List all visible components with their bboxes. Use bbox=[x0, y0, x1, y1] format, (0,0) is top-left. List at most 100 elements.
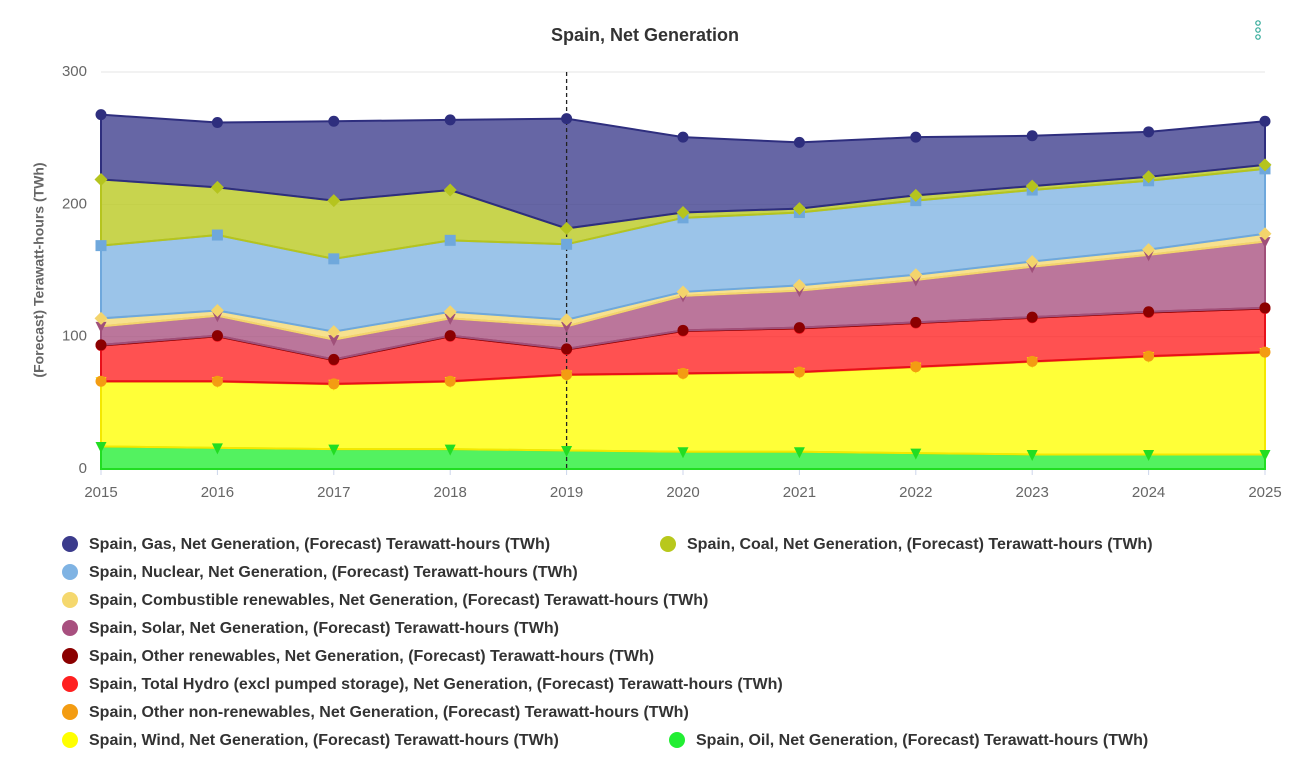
legend-item[interactable]: Spain, Nuclear, Net Generation, (Forecas… bbox=[62, 564, 578, 581]
point-marker bbox=[95, 321, 107, 333]
point-marker bbox=[328, 444, 340, 456]
legend-symbol bbox=[62, 704, 78, 720]
point-marker bbox=[561, 321, 573, 333]
point-marker bbox=[327, 194, 341, 208]
point-marker bbox=[561, 238, 573, 250]
point-marker bbox=[909, 188, 923, 202]
legend-symbol bbox=[62, 676, 78, 692]
point-marker bbox=[95, 109, 107, 121]
point-marker bbox=[676, 285, 690, 299]
point-marker bbox=[560, 221, 574, 235]
y-tick-label: 300 bbox=[62, 63, 87, 80]
point-marker bbox=[1142, 170, 1156, 184]
legend-item[interactable]: Spain, Coal, Net Generation, (Forecast) … bbox=[660, 536, 1153, 553]
x-tick-label: 2015 bbox=[84, 484, 117, 501]
point-marker bbox=[328, 115, 340, 127]
point-marker bbox=[677, 131, 689, 143]
point-marker bbox=[328, 335, 340, 347]
legend-symbol bbox=[62, 592, 78, 608]
point-marker bbox=[444, 444, 456, 456]
menu-dot bbox=[1255, 27, 1261, 33]
point-marker bbox=[211, 330, 223, 342]
point-marker bbox=[328, 378, 340, 390]
point-marker bbox=[793, 366, 805, 378]
point-marker bbox=[1259, 237, 1271, 249]
point-marker bbox=[1143, 449, 1155, 461]
point-marker bbox=[561, 445, 573, 457]
point-marker bbox=[910, 131, 922, 143]
x-tick-label: 2021 bbox=[783, 484, 816, 501]
point-marker bbox=[211, 375, 223, 387]
legend-item[interactable]: Spain, Gas, Net Generation, (Forecast) T… bbox=[62, 536, 550, 553]
point-marker bbox=[443, 305, 457, 319]
point-marker bbox=[1143, 126, 1155, 138]
y-axis-label: (Forecast) Terawatt-hours (TWh) bbox=[31, 162, 47, 377]
point-marker bbox=[210, 303, 224, 317]
point-marker bbox=[94, 311, 108, 325]
x-tick-label: 2025 bbox=[1248, 484, 1281, 501]
point-marker bbox=[444, 114, 456, 126]
legend-item[interactable]: Spain, Wind, Net Generation, (Forecast) … bbox=[62, 732, 559, 749]
legend-symbol bbox=[62, 648, 78, 664]
point-marker bbox=[561, 343, 573, 355]
point-marker bbox=[444, 375, 456, 387]
legend-item[interactable]: Spain, Other non-renewables, Net Generat… bbox=[62, 704, 689, 721]
x-tick-label: 2018 bbox=[434, 484, 467, 501]
point-marker bbox=[910, 448, 922, 460]
point-marker bbox=[1026, 130, 1038, 142]
point-marker bbox=[444, 234, 456, 246]
point-marker bbox=[1026, 355, 1038, 367]
legend-item[interactable]: Spain, Total Hydro (excl pumped storage)… bbox=[62, 676, 783, 693]
legend-item[interactable]: Spain, Other renewables, Net Generation,… bbox=[62, 648, 654, 665]
point-marker bbox=[210, 180, 224, 194]
x-tick-label: 2022 bbox=[899, 484, 932, 501]
point-marker bbox=[910, 361, 922, 373]
point-marker bbox=[95, 442, 107, 454]
x-tick-label: 2023 bbox=[1016, 484, 1049, 501]
point-marker bbox=[792, 202, 806, 216]
point-marker bbox=[676, 206, 690, 220]
legend-symbol bbox=[660, 536, 676, 552]
legend-item[interactable]: Spain, Solar, Net Generation, (Forecast)… bbox=[62, 620, 559, 637]
point-marker bbox=[561, 369, 573, 381]
point-marker bbox=[793, 322, 805, 334]
legend-item[interactable]: Spain, Oil, Net Generation, (Forecast) T… bbox=[669, 732, 1148, 749]
y-tick-label: 100 bbox=[62, 328, 87, 345]
legend-label: Spain, Other renewables, Net Generation,… bbox=[89, 648, 654, 665]
legend-item[interactable]: Spain, Combustible renewables, Net Gener… bbox=[62, 592, 708, 609]
legend-label: Spain, Nuclear, Net Generation, (Forecas… bbox=[89, 564, 578, 581]
point-marker bbox=[327, 325, 341, 339]
point-marker bbox=[94, 172, 108, 186]
point-marker bbox=[560, 313, 574, 327]
legend-label: Spain, Solar, Net Generation, (Forecast)… bbox=[89, 620, 559, 637]
point-marker bbox=[1143, 306, 1155, 318]
point-marker bbox=[677, 367, 689, 379]
point-marker bbox=[910, 316, 922, 328]
legend-symbol bbox=[62, 620, 78, 636]
point-marker bbox=[95, 375, 107, 387]
y-tick-label: 200 bbox=[62, 195, 87, 212]
point-marker bbox=[1258, 158, 1272, 172]
chart-title: Spain, Net Generation bbox=[551, 25, 739, 45]
point-marker bbox=[793, 447, 805, 459]
legend-symbol bbox=[62, 732, 78, 748]
point-marker bbox=[677, 324, 689, 336]
legend-label: Spain, Other non-renewables, Net Generat… bbox=[89, 704, 689, 721]
menu-button[interactable] bbox=[1255, 20, 1261, 40]
legend-symbol bbox=[62, 564, 78, 580]
point-marker bbox=[792, 278, 806, 292]
point-marker bbox=[1259, 449, 1271, 461]
point-marker bbox=[443, 183, 457, 197]
point-marker bbox=[793, 136, 805, 148]
point-marker bbox=[1143, 350, 1155, 362]
point-marker bbox=[211, 443, 223, 455]
point-marker bbox=[444, 313, 456, 325]
point-marker bbox=[211, 117, 223, 129]
point-marker bbox=[1026, 449, 1038, 461]
point-marker bbox=[95, 240, 107, 252]
x-tick-label: 2024 bbox=[1132, 484, 1165, 501]
point-marker bbox=[328, 353, 340, 365]
legend-symbol bbox=[62, 536, 78, 552]
x-tick-label: 2017 bbox=[317, 484, 350, 501]
